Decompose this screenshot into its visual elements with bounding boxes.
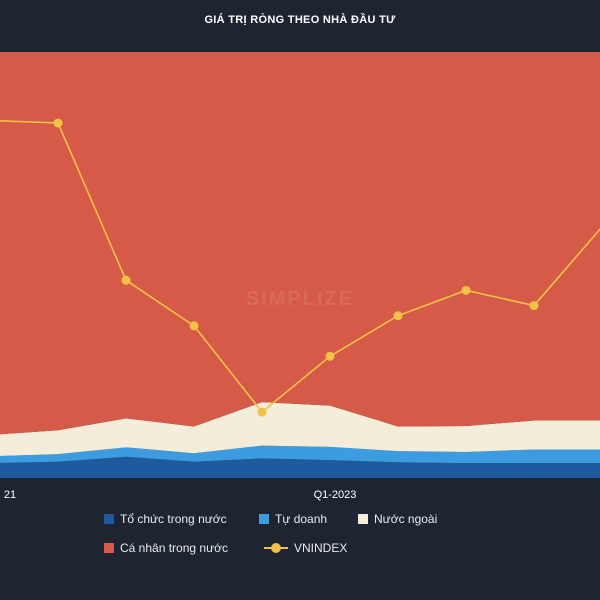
vnindex-point[interactable] bbox=[257, 407, 267, 417]
legend-label: VNINDEX bbox=[294, 541, 348, 555]
watermark-text: SIMPLIZE bbox=[246, 288, 354, 310]
legend-label: Nước ngoài bbox=[374, 512, 438, 526]
vnindex-point[interactable] bbox=[325, 351, 335, 361]
legend-swatch bbox=[358, 514, 368, 524]
vnindex-point[interactable] bbox=[461, 285, 471, 295]
area-series-2 bbox=[0, 402, 600, 456]
x-tick-label: Q1-2023 bbox=[314, 489, 357, 501]
legend-label: Cá nhân trong nước bbox=[120, 541, 228, 555]
stacked-areas bbox=[0, 52, 600, 478]
legend-item-nuoc-ngoai[interactable]: Nước ngoài bbox=[358, 512, 437, 526]
legend-item-ca-nhan[interactable]: Cá nhân trong nước bbox=[104, 541, 264, 555]
vnindex-point[interactable] bbox=[53, 118, 63, 128]
area-series-1 bbox=[0, 445, 600, 464]
vnindex-point[interactable] bbox=[393, 311, 403, 321]
legend-label: Tổ chức trong nước bbox=[120, 512, 227, 526]
vnindex-line bbox=[0, 120, 600, 414]
vnindex-point[interactable] bbox=[121, 275, 131, 285]
legend-swatch bbox=[104, 543, 114, 553]
x-axis: 21 Q1-2023 bbox=[4, 489, 357, 501]
legend-line-swatch bbox=[264, 543, 288, 553]
legend-swatch bbox=[259, 514, 269, 524]
legend-item-tu-doanh[interactable]: Tự doanh bbox=[259, 512, 358, 526]
legend-row-1: Tổ chức trong nước Tự doanh Nước ngoài bbox=[104, 512, 437, 526]
legend-row-2: Cá nhân trong nước VNINDEX bbox=[104, 541, 347, 555]
legend-item-to-chuc[interactable]: Tổ chức trong nước bbox=[104, 512, 259, 526]
area-series-0 bbox=[0, 456, 600, 478]
vnindex-line-layer bbox=[0, 118, 600, 417]
vnindex-point[interactable] bbox=[189, 321, 199, 331]
area-series-3 bbox=[0, 52, 600, 435]
legend-swatch bbox=[104, 514, 114, 524]
legend-item-vnindex[interactable]: VNINDEX bbox=[264, 541, 347, 555]
legend-label: Tự doanh bbox=[275, 512, 328, 526]
vnindex-point[interactable] bbox=[529, 301, 539, 311]
chart-title: GIÁ TRỊ RÒNG THEO NHÀ ĐẦU TƯ bbox=[204, 14, 396, 26]
x-tick-label: 21 bbox=[4, 489, 16, 501]
